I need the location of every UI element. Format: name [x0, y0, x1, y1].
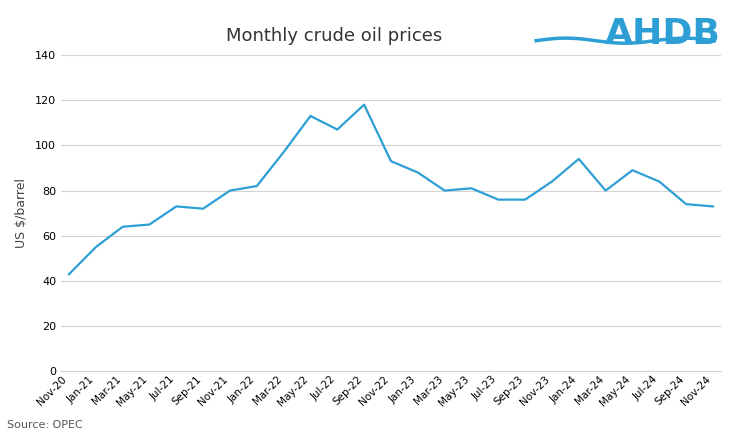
Text: Source: OPEC: Source: OPEC: [7, 420, 83, 430]
Text: Monthly crude oil prices: Monthly crude oil prices: [226, 27, 442, 45]
Text: AHDB: AHDB: [605, 17, 721, 51]
Y-axis label: US $/barrel: US $/barrel: [15, 178, 28, 248]
